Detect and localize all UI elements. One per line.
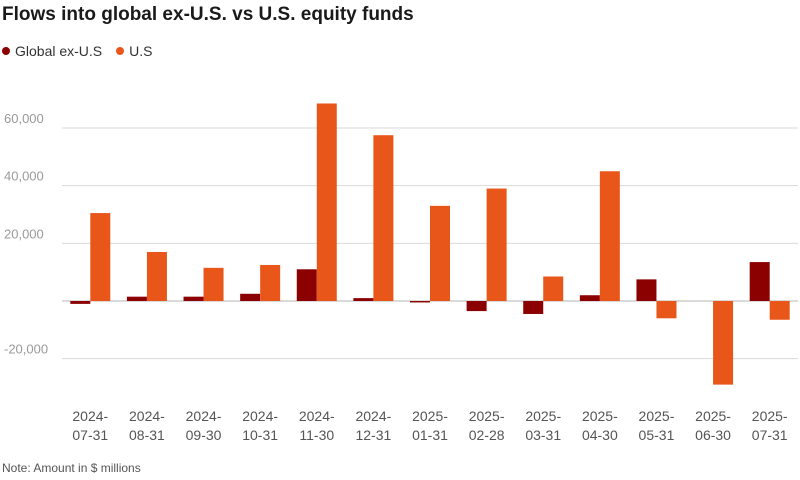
legend: Global ex-U.S U.S: [2, 43, 167, 59]
y-tick-label: -20,000: [4, 342, 48, 357]
legend-label-us: U.S: [129, 43, 153, 59]
bar-us: [260, 264, 281, 301]
bar-us: [316, 103, 337, 301]
x-tick-label: 09-30: [186, 427, 222, 443]
y-tick-label: 20,000: [4, 226, 44, 241]
x-tick-label: 08-31: [129, 427, 165, 443]
bar-us: [430, 205, 450, 301]
chart-note: Note: Amount in $ millions: [2, 461, 141, 475]
bar-us: [486, 188, 507, 301]
bar-global-ex-us: [353, 298, 374, 301]
bar-us: [146, 251, 167, 301]
bar-global-ex-us: [240, 293, 261, 301]
y-tick-label: 60,000: [4, 111, 44, 126]
bar-global-ex-us: [579, 295, 600, 301]
x-tick-label: 2024-: [242, 408, 278, 424]
legend-item-global-ex-us: Global ex-U.S: [2, 43, 102, 59]
legend-swatch-global-ex-us: [2, 47, 10, 55]
bar-us: [373, 135, 394, 301]
bar-us: [543, 276, 564, 301]
x-tick-label: 2025-: [525, 408, 561, 424]
bar-us: [599, 171, 620, 301]
bar-us: [90, 213, 111, 301]
legend-label-global-ex-us: Global ex-U.S: [15, 43, 103, 59]
x-tick-label: 11-30: [299, 427, 334, 443]
x-tick-label: 02-28: [469, 427, 505, 443]
bar-us: [713, 301, 734, 385]
x-tick-label: 04-30: [582, 427, 618, 443]
x-tick-label: 07-31: [72, 427, 108, 443]
bar-global-ex-us: [183, 296, 204, 301]
bar-global-ex-us: [410, 301, 430, 303]
x-tick-label: 2024-: [299, 408, 335, 424]
x-tick-label: 2024-: [129, 408, 165, 424]
bar-us: [203, 267, 224, 301]
bar-global-ex-us: [749, 262, 770, 301]
x-tick-label: 01-31: [412, 427, 448, 443]
x-tick-label: 2025-: [412, 408, 448, 424]
x-tick-label: 03-31: [525, 427, 561, 443]
legend-item-us: U.S: [116, 43, 153, 59]
bar-us: [656, 301, 677, 319]
x-tick-label: 2025-: [469, 408, 505, 424]
x-tick-label: 2025-: [582, 408, 618, 424]
y-tick-label: 40,000: [4, 169, 44, 184]
x-tick-label: 06-30: [695, 427, 731, 443]
x-tick-label: 07-31: [752, 427, 788, 443]
legend-swatch-us: [116, 47, 125, 55]
bar-global-ex-us: [636, 279, 657, 301]
bar-us: [769, 301, 790, 320]
x-tick-label: 10-31: [242, 427, 278, 443]
bar-global-ex-us: [523, 301, 544, 314]
bar-global-ex-us: [70, 301, 91, 304]
x-tick-label: 2025-: [752, 408, 788, 424]
x-tick-label: 2025-: [639, 408, 675, 424]
bar-global-ex-us: [126, 296, 147, 301]
x-tick-label: 12-31: [355, 427, 391, 443]
x-tick-label: 2025-: [695, 408, 731, 424]
x-tick-label: 2024-: [186, 408, 222, 424]
x-tick-label: 2024-: [355, 408, 391, 424]
chart-title: Flows into global ex-U.S. vs U.S. equity…: [2, 4, 414, 25]
bar-global-ex-us: [296, 269, 317, 301]
x-tick-label: 05-31: [639, 427, 675, 443]
x-tick-label: 2024-: [72, 408, 108, 424]
bar-global-ex-us: [466, 301, 487, 312]
